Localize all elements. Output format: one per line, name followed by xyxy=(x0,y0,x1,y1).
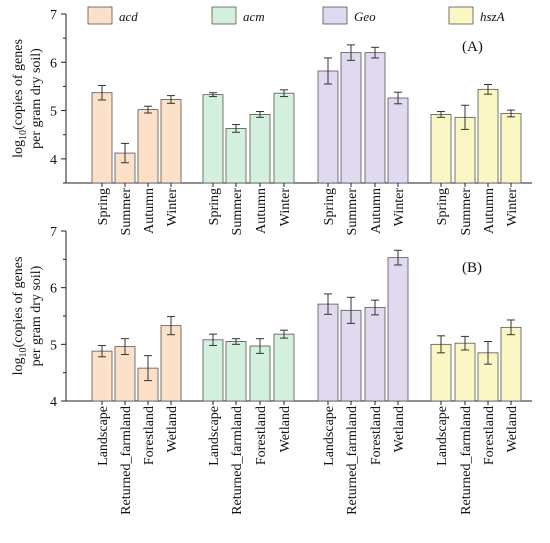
x-tick-label: Landscape xyxy=(322,406,337,466)
x-tick-label: Forestland xyxy=(142,406,157,465)
y-tick-label: 5 xyxy=(50,338,57,353)
x-tick-label: Autumn xyxy=(369,188,384,234)
x-tick-label: Winter xyxy=(278,188,293,227)
bar-acd-wetland xyxy=(160,325,182,402)
x-tick-label: Landscape xyxy=(207,406,222,466)
x-tick-label: Landscape xyxy=(435,406,450,466)
panel-b: 4 5 6 7 log10(copies of genes per gram dry so… xyxy=(11,225,532,515)
bar-Geo-winter xyxy=(387,97,409,184)
legend-label-hszA: hszA xyxy=(480,9,505,24)
y-tick-label: 7 xyxy=(50,225,57,240)
legend-label-acm: acm xyxy=(243,9,265,24)
x-tick-label: Spring xyxy=(435,188,450,225)
panel-label: (A) xyxy=(462,39,483,55)
bar-hszA-returned_farmland xyxy=(454,342,476,402)
legend-label-acd: acd xyxy=(119,9,138,24)
y-axis-label: log10(copies of genes xyxy=(11,257,29,376)
bar-hszA-autumn xyxy=(477,88,499,184)
bar-acm-returned_farmland xyxy=(225,341,247,402)
x-tick-label: Summer xyxy=(345,188,360,236)
x-tick-label: Wetland xyxy=(278,406,293,452)
bar-acm-winter xyxy=(273,92,295,184)
y-tick-label: 4 xyxy=(50,395,57,410)
bar-acm-spring xyxy=(202,94,224,184)
legend-swatch-acm xyxy=(211,6,237,25)
bar-hszA-wetland xyxy=(500,326,522,402)
x-tick-label: Spring xyxy=(322,188,337,225)
bar-Geo-summer xyxy=(340,52,362,184)
legend-swatch-acd xyxy=(87,6,113,25)
legend-swatch-hszA xyxy=(448,6,474,25)
bar-acm-landscape xyxy=(202,339,224,402)
x-tick-label: Winter xyxy=(165,188,180,227)
x-tick-label: Forestland xyxy=(254,406,269,465)
x-tick-label: Winter xyxy=(505,188,520,227)
x-tick-label: Autumn xyxy=(142,188,157,234)
x-tick-label: Summer xyxy=(119,188,134,236)
bar-Geo-landscape xyxy=(317,303,339,402)
bar-hszA-spring xyxy=(430,114,452,184)
x-tick-label: Forestland xyxy=(369,406,384,465)
panel-label: (B) xyxy=(462,260,482,276)
y-axis-label-line2: per gram dry soil) xyxy=(29,265,44,366)
x-tick-label: Winter xyxy=(392,188,407,227)
x-tick-label: Landscape xyxy=(96,406,111,466)
bar-acm-wetland xyxy=(273,333,295,402)
y-axis-label: log10(copies of genes xyxy=(11,39,29,158)
x-tick-label: Wetland xyxy=(392,406,407,452)
bar-Geo-autumn xyxy=(364,52,386,184)
bar-acm-forestland xyxy=(249,345,271,402)
x-tick-label: Summer xyxy=(459,188,474,236)
x-tick-label: Returned_farmland xyxy=(119,406,134,515)
x-tick-label: Wetland xyxy=(165,406,180,452)
x-tick-label: Autumn xyxy=(254,188,269,234)
x-tick-label: Autumn xyxy=(482,188,497,234)
x-tick-label: Returned_farmland xyxy=(459,406,474,515)
x-tick-label: Spring xyxy=(96,188,111,225)
legend-swatch-Geo xyxy=(322,6,348,25)
y-tick-label: 7 xyxy=(50,8,57,23)
y-axis-label-line2: per gram dry soil) xyxy=(29,48,44,149)
x-tick-label: Returned_farmland xyxy=(345,406,360,515)
bar-Geo-wetland xyxy=(387,257,409,402)
x-tick-label: Returned_farmland xyxy=(230,406,245,515)
panel-a: 4 5 6 7 log10(copies of genes per gram dry so… xyxy=(11,8,532,235)
x-tick-label: Forestland xyxy=(482,406,497,465)
bar-acm-autumn xyxy=(249,114,271,184)
bar-Geo-forestland xyxy=(364,307,386,402)
y-tick-label: 6 xyxy=(50,282,57,297)
bar-hszA-winter xyxy=(500,113,522,184)
y-tick-label: 6 xyxy=(50,56,57,71)
y-tick-label: 5 xyxy=(50,105,57,120)
bar-acd-spring xyxy=(91,92,113,184)
y-tick-label: 4 xyxy=(50,153,57,168)
legend: acd acm Geo hszA xyxy=(87,6,505,25)
bar-Geo-spring xyxy=(317,70,339,184)
x-tick-label: Summer xyxy=(230,188,245,236)
x-tick-label: Spring xyxy=(207,188,222,225)
bar-acm-summer xyxy=(225,128,247,184)
legend-label-Geo: Geo xyxy=(354,9,376,24)
bar-Geo-returned_farmland xyxy=(340,309,362,402)
bar-acd-autumn xyxy=(137,109,159,184)
bar-acd-winter xyxy=(160,99,182,184)
bar-acd-landscape xyxy=(91,350,113,402)
x-tick-label: Wetland xyxy=(505,406,520,452)
